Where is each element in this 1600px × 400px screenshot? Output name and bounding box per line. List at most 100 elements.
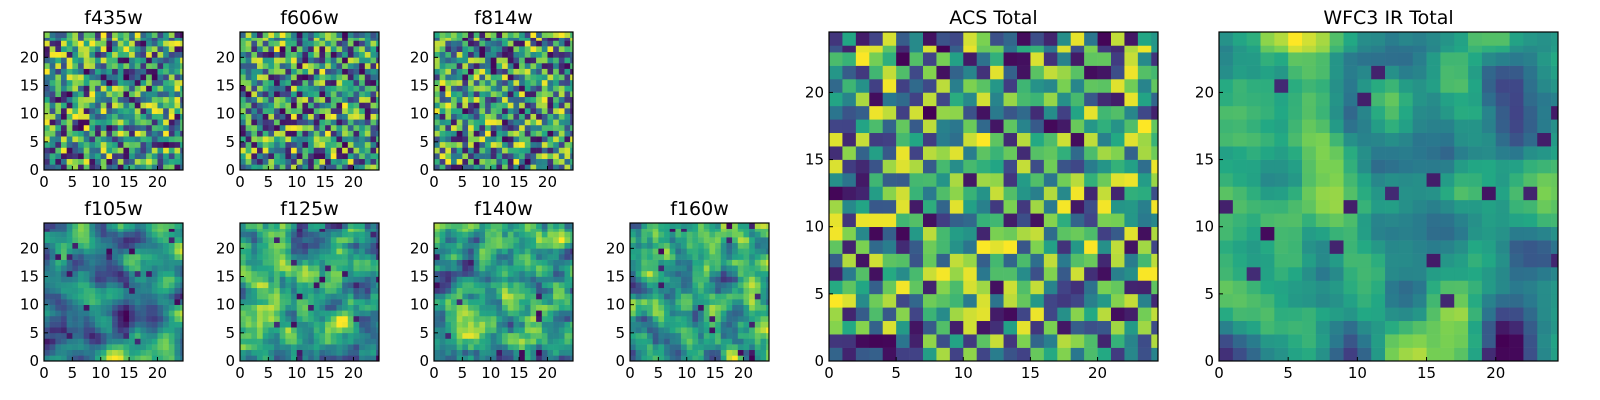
heatmap-cell <box>630 304 636 311</box>
heatmap-cell <box>302 287 309 294</box>
heatmap-cell <box>1017 280 1031 295</box>
heatmap-cell <box>55 51 62 58</box>
heatmap-cell <box>990 280 1004 295</box>
heatmap-cell <box>456 164 463 171</box>
heatmap-cell <box>524 349 531 356</box>
heatmap-cell <box>72 153 79 160</box>
heatmap-cell <box>720 265 727 272</box>
heatmap-cell <box>353 108 360 114</box>
heatmap-cell <box>726 265 733 272</box>
heatmap-cell <box>112 248 119 255</box>
heatmap-cell <box>635 293 642 300</box>
heatmap-cell <box>664 287 671 294</box>
heatmap-cell <box>308 68 315 75</box>
heatmap-cell <box>83 32 90 38</box>
heatmap-cell <box>370 253 377 260</box>
heatmap-cell <box>536 136 543 143</box>
heatmap-cell <box>760 276 767 283</box>
heatmap-cell <box>541 91 548 98</box>
heatmap-cell <box>78 287 85 294</box>
heatmap-cell <box>89 253 96 260</box>
heatmap-cell <box>664 223 671 229</box>
y-tick-label: 5 <box>225 324 235 342</box>
heatmap-cells <box>630 223 770 362</box>
heatmap-cell <box>570 276 574 283</box>
heatmap-cell <box>468 32 475 38</box>
heatmap-cell <box>106 293 113 300</box>
heatmap-cell <box>146 276 153 283</box>
heatmap-cell <box>83 259 90 266</box>
heatmap-cell <box>146 270 153 277</box>
heatmap-cell <box>1043 186 1058 201</box>
heatmap-cell <box>129 355 136 362</box>
heatmap-cell <box>302 164 309 171</box>
heatmap-cell <box>78 147 85 154</box>
heatmap-cell <box>530 51 537 58</box>
heatmap-cell <box>66 253 73 260</box>
heatmap-cell <box>502 253 509 260</box>
heatmap-cell <box>100 231 107 238</box>
heatmap-cell <box>1124 199 1139 214</box>
heatmap-cell <box>669 253 676 260</box>
heatmap-cell <box>268 85 275 92</box>
heatmap-cell <box>479 124 486 131</box>
heatmap-cell <box>451 310 457 317</box>
heatmap-cell <box>319 242 326 249</box>
heatmap-cell <box>180 91 184 98</box>
heatmap-cell <box>66 287 73 294</box>
heatmap-cell <box>923 240 937 254</box>
heatmap-cell <box>168 32 175 38</box>
heatmap-cell <box>342 164 349 171</box>
heatmap-cell <box>129 119 136 126</box>
heatmap-cell <box>766 242 770 249</box>
heatmap-cell <box>347 46 354 53</box>
heatmap-cell <box>117 287 124 294</box>
heatmap-cell <box>89 119 96 126</box>
heatmap-cell <box>490 270 497 277</box>
heatmap-cell <box>749 344 756 351</box>
heatmap-cell <box>1151 146 1159 160</box>
heatmap-cell <box>330 124 337 131</box>
heatmap-cell <box>129 237 136 244</box>
heatmap-cell <box>479 304 486 311</box>
heatmap-cell <box>855 132 870 147</box>
heatmap-cell <box>519 287 526 294</box>
heatmap-cell <box>1070 173 1085 187</box>
heatmap-cell <box>347 355 354 362</box>
heatmap-cell <box>370 153 377 160</box>
heatmap-cell <box>55 164 62 171</box>
heatmap-cell <box>72 338 79 345</box>
heatmap-cell <box>558 74 565 81</box>
heatmap-cell <box>274 304 281 311</box>
heatmap-cell <box>635 248 642 255</box>
heatmap-cell <box>44 315 50 322</box>
heatmap-cell <box>336 327 343 334</box>
heatmap-cell <box>291 141 298 148</box>
heatmap-cell <box>468 332 475 339</box>
heatmap-cell <box>89 62 96 69</box>
heatmap-cell <box>174 270 181 277</box>
heatmap-cell <box>376 153 380 160</box>
y-tick-label: 5 <box>419 133 429 151</box>
heatmap-cell <box>168 96 175 103</box>
heatmap-cell <box>112 46 119 53</box>
heatmap-cell <box>766 223 770 229</box>
heatmap-cell <box>66 124 73 131</box>
heatmap-cell <box>692 355 699 362</box>
heatmap-cell <box>123 355 130 362</box>
heatmap-cell <box>658 304 665 311</box>
heatmap-cell <box>78 338 85 345</box>
heatmap-cell <box>564 79 571 86</box>
heatmap-cell <box>570 310 574 317</box>
heatmap-cell <box>274 321 281 328</box>
heatmap-cell <box>502 242 509 249</box>
heatmap-cell <box>257 259 263 266</box>
heatmap-cell <box>490 74 497 81</box>
heatmap-cell <box>296 315 303 322</box>
heatmap-cell <box>78 315 85 322</box>
heatmap-cell <box>163 130 170 137</box>
heatmap-cell <box>66 248 73 255</box>
heatmap-cell <box>547 158 554 165</box>
heatmap-cell <box>302 51 309 58</box>
